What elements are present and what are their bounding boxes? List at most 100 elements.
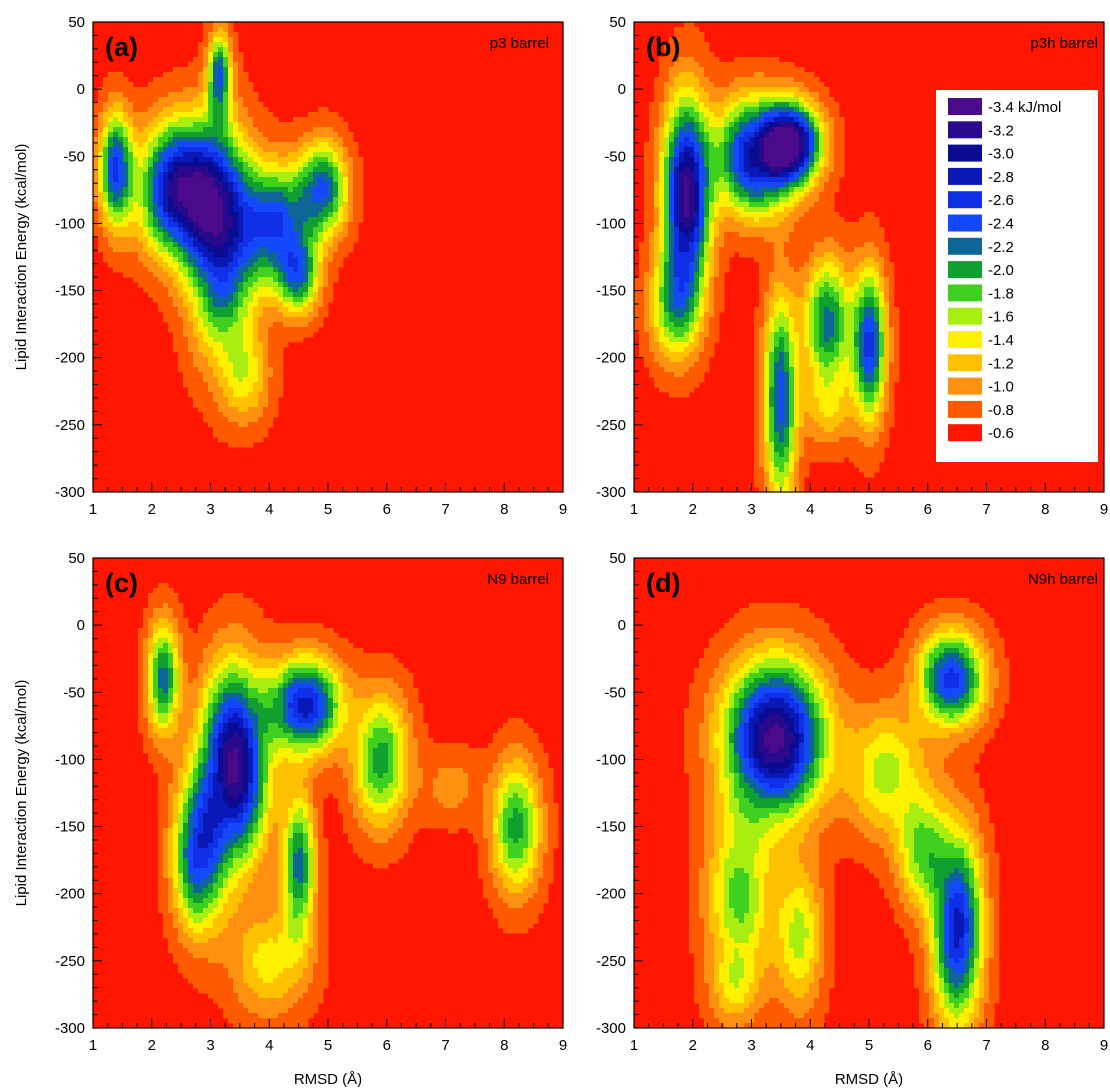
heatmap-cell: [268, 382, 274, 388]
heatmap-cell: [188, 342, 194, 348]
heatmap-cell: [193, 97, 199, 103]
heatmap-cell: [699, 207, 705, 213]
heatmap-cell: [208, 47, 214, 53]
heatmap-cell: [734, 212, 740, 218]
heatmap-cell: [138, 127, 144, 133]
heatmap-cell: [228, 312, 234, 318]
heatmap-cell: [759, 212, 765, 218]
heatmap-cell: [699, 57, 705, 63]
heatmap-cell: [283, 257, 289, 263]
heatmap-cell: [814, 142, 820, 148]
heatmap-cell: [754, 107, 760, 113]
heatmap-cell: [694, 177, 700, 183]
heatmap-cell: [193, 292, 199, 298]
heatmap-cell: [98, 247, 104, 253]
heatmap-cell: [338, 172, 344, 178]
heatmap-cell: [273, 202, 279, 208]
heatmap-cell: [133, 157, 139, 163]
heatmap-cell: [283, 262, 289, 268]
heatmap-cell: [333, 202, 339, 208]
heatmap-cell: [889, 292, 895, 298]
heatmap-cell: [233, 322, 239, 328]
heatmap-cell: [163, 142, 169, 148]
heatmap-cell: [829, 287, 835, 293]
heatmap-cell: [178, 337, 184, 343]
heatmap-cell: [709, 172, 715, 178]
heatmap-cell: [218, 247, 224, 253]
heatmap-cell: [218, 142, 224, 148]
heatmap-cell: [664, 157, 670, 163]
heatmap-cell: [709, 207, 715, 213]
heatmap-cell: [759, 227, 765, 233]
heatmap-cell: [178, 97, 184, 103]
heatmap-cell: [213, 267, 219, 273]
heatmap-cell: [669, 97, 675, 103]
heatmap-cell: [263, 292, 269, 298]
heatmap-cell: [854, 292, 860, 298]
heatmap-cell: [193, 267, 199, 273]
heatmap-cell: [649, 182, 655, 188]
heatmap-cell: [243, 357, 249, 363]
heatmap-cell: [253, 162, 259, 168]
heatmap-cell: [704, 197, 710, 203]
heatmap-cell: [649, 187, 655, 193]
heatmap-cell: [158, 277, 164, 283]
heatmap-cell: [874, 222, 880, 228]
heatmap-cell: [694, 162, 700, 168]
heatmap-cell: [353, 212, 359, 218]
heatmap-cell: [138, 207, 144, 213]
heatmap-cell: [208, 172, 214, 178]
heatmap-cell: [288, 282, 294, 288]
heatmap-cell: [839, 132, 845, 138]
heatmap-cell: [193, 217, 199, 223]
heatmap-cell: [679, 262, 685, 268]
heatmap-cell: [699, 307, 705, 313]
heatmap-cell: [208, 182, 214, 188]
heatmap-cell: [123, 207, 129, 213]
heatmap-cell: [168, 232, 174, 238]
heatmap-cell: [804, 137, 810, 143]
heatmap-cell: [178, 367, 184, 373]
heatmap-cell: [98, 192, 104, 198]
heatmap-cell: [218, 227, 224, 233]
heatmap-cell: [328, 187, 334, 193]
heatmap-cell: [173, 247, 179, 253]
heatmap-cell: [238, 357, 244, 363]
heatmap-cell: [168, 222, 174, 228]
heatmap-cell: [764, 162, 770, 168]
heatmap-cell: [869, 277, 875, 283]
heatmap-cell: [143, 267, 149, 273]
heatmap-cell: [258, 237, 264, 243]
heatmap-cell: [844, 302, 850, 308]
heatmap-cell: [233, 197, 239, 203]
heatmap-cell: [338, 257, 344, 263]
heatmap-cell: [123, 197, 129, 203]
heatmap-cell: [649, 277, 655, 283]
heatmap-cell: [659, 217, 665, 223]
heatmap-cell: [649, 297, 655, 303]
heatmap-cell: [158, 242, 164, 248]
heatmap-cell: [874, 287, 880, 293]
heatmap-cell: [799, 107, 805, 113]
heatmap-cell: [714, 172, 720, 178]
heatmap-cell: [218, 127, 224, 133]
heatmap-cell: [734, 147, 740, 153]
heatmap-cell: [308, 222, 314, 228]
heatmap-cell: [193, 102, 199, 108]
heatmap-cell: [198, 287, 204, 293]
heatmap-cell: [208, 302, 214, 308]
heatmap-cell: [709, 257, 715, 263]
heatmap-cell: [163, 277, 169, 283]
heatmap-cell: [333, 207, 339, 213]
heatmap-cell: [764, 77, 770, 83]
heatmap-cell: [258, 207, 264, 213]
heatmap-cell: [288, 277, 294, 283]
heatmap-cell: [659, 207, 665, 213]
heatmap-cell: [193, 197, 199, 203]
heatmap-cell: [859, 217, 865, 223]
heatmap-cell: [769, 292, 775, 298]
heatmap-cell: [769, 87, 775, 93]
heatmap-cell: [223, 152, 229, 158]
heatmap-cell: [659, 222, 665, 228]
